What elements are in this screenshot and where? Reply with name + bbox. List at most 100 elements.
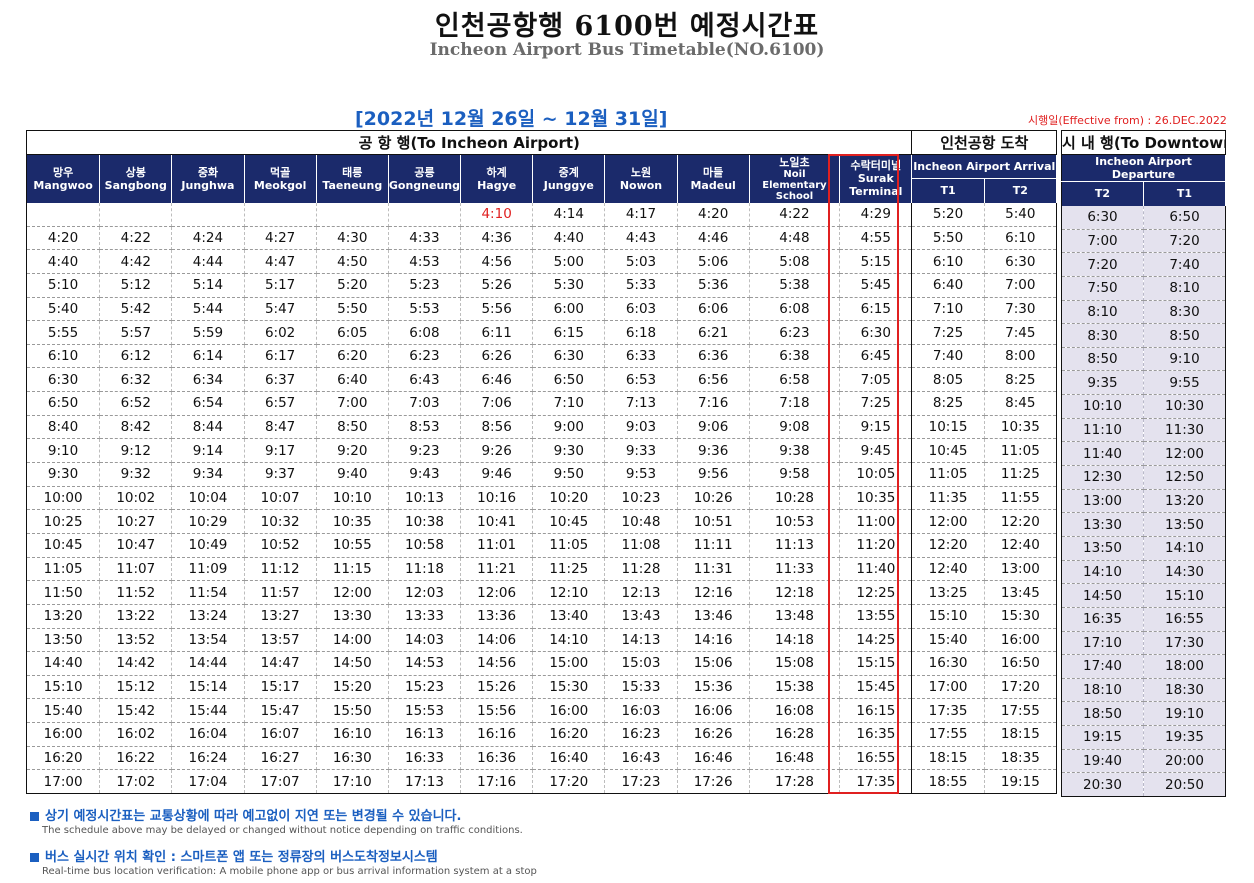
time-cell: 9:30 (532, 438, 606, 464)
time-cell: 9:37 (244, 462, 317, 487)
time-cell: 16:30 (316, 746, 389, 771)
time-cell: 15:03 (604, 651, 678, 676)
stop-header: 노일초 Noil Elementary School (749, 154, 841, 203)
time-cell: 6:10 (911, 249, 985, 274)
stop-name-ko: 노일초 (779, 155, 810, 169)
time-cell: 10:16 (460, 486, 534, 511)
time-cell: 11:12 (244, 557, 317, 582)
time-cell: 13:48 (749, 604, 841, 629)
time-cell: 10:41 (460, 509, 534, 534)
time-cell: 4:22 (99, 226, 173, 251)
time-cell: 5:14 (171, 273, 245, 298)
table-row: 11:05 11:07 11:09 11:12 11:15 11:18 11:21 11:25… (26, 557, 1058, 582)
table-row: 7:50 8:10 (1061, 276, 1227, 301)
time-cell: 16:33 (388, 746, 462, 771)
time-cell: 18:55 (911, 769, 985, 794)
time-cell: 4:30 (316, 226, 389, 251)
time-cell: 5:36 (677, 273, 750, 298)
time-cell: 9:00 (532, 415, 606, 440)
time-cell: 4:42 (99, 249, 173, 274)
time-cell: 5:08 (749, 249, 841, 274)
time-cell: 13:50 (1143, 512, 1227, 537)
time-cell: 9:56 (677, 462, 750, 487)
time-cell: 16:20 (532, 722, 606, 747)
time-cell: 11:09 (171, 557, 245, 582)
time-cell: 10:25 (26, 509, 101, 534)
note-realtime-en: Real-time bus location verification: A m… (42, 866, 537, 877)
table-row: 4:20 4:22 4:24 4:27 4:30 4:33 4:36 4:40 4:43 4:46… (26, 226, 1058, 251)
time-cell: 16:35 (1061, 607, 1144, 632)
time-cell: 10:51 (677, 509, 750, 534)
time-cell: 11:31 (677, 557, 750, 582)
stop-name-ko: 중계 (558, 165, 579, 179)
time-cell: 15:42 (99, 698, 173, 724)
time-cell: 10:02 (99, 486, 173, 511)
time-cell: 6:08 (749, 297, 841, 322)
time-cell: 9:33 (604, 438, 678, 464)
terminal-header: T2 (1061, 181, 1144, 206)
table-row: 17:40 18:00 (1061, 654, 1227, 679)
time-cell: 5:26 (460, 273, 534, 298)
time-cell: 10:32 (244, 509, 317, 534)
time-cell: 6:17 (244, 344, 317, 369)
time-cell: 16:08 (749, 698, 841, 724)
table-row: 4:10 4:14 4:17 4:20 4:22 4:29 5:20 5:40 (26, 202, 1058, 227)
time-cell: 18:30 (1143, 678, 1227, 703)
time-cell: 16:40 (532, 746, 606, 771)
time-cell: 15:06 (677, 651, 750, 676)
time-cell: 10:23 (604, 486, 678, 511)
time-cell: 5:55 (26, 320, 101, 345)
time-cell: 10:20 (532, 486, 606, 511)
time-cell: 6:34 (171, 367, 245, 393)
time-cell: 10:30 (1143, 394, 1227, 419)
time-cell: 13:46 (677, 604, 750, 629)
time-cell: 15:20 (316, 675, 389, 700)
table-row: 14:10 14:30 (1061, 560, 1227, 585)
table-row: 14:40 14:42 14:44 14:47 14:50 14:53 14:56 15:00… (26, 651, 1058, 676)
time-cell: 12:03 (388, 580, 462, 605)
table-row: 20:30 20:50 (1061, 772, 1227, 797)
time-cell: 6:05 (316, 320, 389, 345)
note-realtime-ko: 버스 실시간 위치 확인 : 스마트폰 앱 또는 정류장의 버스도착정보시스템 (45, 850, 438, 865)
time-cell: 7:45 (984, 320, 1058, 345)
time-cell: 16:00 (26, 722, 101, 747)
stop-name-en: Junghwa (181, 178, 235, 192)
time-cell: 5:23 (388, 273, 462, 298)
time-cell: 15:47 (244, 698, 317, 724)
section-to-airport: 공 항 행(To Incheon Airport) (25, 130, 913, 155)
time-cell: 14:03 (388, 628, 462, 653)
time-cell: 6:50 (532, 367, 606, 393)
time-cell: 5:33 (604, 273, 678, 298)
time-cell: 6:10 (26, 344, 101, 369)
time-cell: 8:05 (911, 367, 985, 393)
time-cell: 12:16 (677, 580, 750, 605)
time-cell: 13:43 (604, 604, 678, 629)
time-cell: 11:33 (749, 557, 841, 582)
time-cell: 13:20 (26, 604, 101, 629)
time-cell: 5:56 (460, 297, 534, 322)
time-cell: 4:17 (604, 202, 678, 227)
time-cell: 8:50 (1143, 323, 1227, 348)
table-row: 9:30 9:32 9:34 9:37 9:40 9:43 9:46 9:50 9:53 9:56… (26, 462, 1058, 487)
time-cell: 16:24 (171, 746, 245, 771)
time-cell: 12:30 (1061, 465, 1144, 490)
time-cell: 7:00 (316, 391, 389, 416)
time-cell: 6:56 (677, 367, 750, 393)
time-cell (26, 202, 101, 227)
time-cell: 9:45 (839, 438, 913, 464)
time-cell: 11:55 (984, 486, 1058, 511)
time-cell: 6:38 (749, 344, 841, 369)
table-row: 5:40 5:42 5:44 5:47 5:50 5:53 5:56 6:00 6:03 6:06… (26, 297, 1058, 322)
time-cell: 5:57 (99, 320, 173, 345)
terminal-header: T1 (1143, 181, 1227, 206)
time-cell: 8:53 (388, 415, 462, 440)
time-cell: 9:53 (604, 462, 678, 487)
time-cell: 9:30 (26, 462, 101, 487)
time-cell: 11:54 (171, 580, 245, 605)
time-cell: 13:50 (1061, 536, 1144, 561)
departure-header: Incheon Airport Departure (1061, 154, 1227, 182)
page-subtitle: Incheon Airport Bus Timetable(NO.6100) (429, 40, 825, 60)
stop-name-en: Nowon (619, 178, 663, 192)
time-cell: 13:30 (1061, 512, 1144, 537)
time-cell: 9:40 (316, 462, 389, 487)
